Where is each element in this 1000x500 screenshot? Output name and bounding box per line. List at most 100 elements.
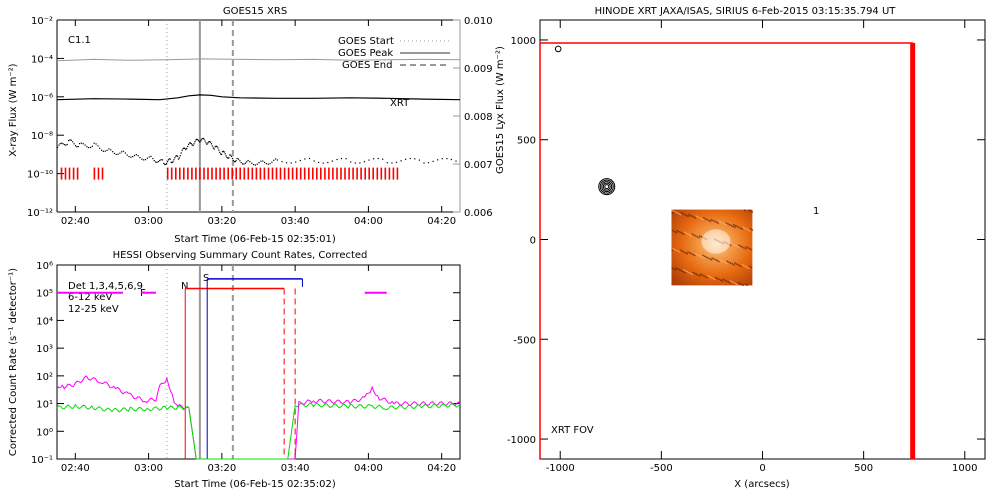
xrt-x-tick-label: -500 [650, 463, 673, 474]
goes-point [133, 154, 136, 157]
hessi-y-tick-label: 10⁶ [36, 261, 53, 272]
goes-point [198, 140, 200, 142]
goes-point [226, 156, 228, 159]
goes-point [185, 149, 187, 151]
goes-point [187, 145, 189, 148]
goes-point [180, 152, 182, 154]
goes-point [232, 159, 235, 162]
xrt-image-speckle [685, 214, 688, 217]
goes-point [201, 138, 203, 140]
goes-point [281, 161, 283, 163]
xrt-image-speckle [723, 223, 725, 225]
xrt-image-speckle [713, 258, 715, 260]
xrt-image-speckle [749, 247, 751, 250]
xrt-image-speckle [683, 251, 685, 253]
hessi-y-tick-label: 10¹ [36, 400, 53, 411]
xrt-image-speckle [701, 256, 703, 258]
xrt-image-speckle [750, 248, 753, 251]
xrt-bright-region [701, 229, 731, 254]
goes-eclipse-bar [211, 167, 213, 180]
xrt-image-speckle [705, 256, 708, 258]
xrt-image-speckle [740, 265, 743, 268]
goes-point [76, 146, 78, 148]
goes-point [172, 161, 174, 163]
xrt-image-speckle [693, 234, 695, 236]
goes-point [204, 140, 206, 142]
xrt-image-speckle [710, 276, 713, 279]
xrt-image-speckle [688, 271, 690, 274]
goes-point [212, 147, 214, 149]
goes-point [165, 163, 167, 166]
goes-point [235, 160, 237, 162]
xrt-image-speckle [686, 253, 688, 255]
xrt-image-speckle [718, 278, 720, 281]
goes-point [195, 139, 197, 141]
goes-point [68, 140, 70, 142]
goes-point [97, 145, 99, 147]
xrt-image-speckle [684, 231, 686, 234]
goes-point [273, 159, 275, 161]
xrt-image-speckle [710, 259, 713, 261]
goes-point [345, 158, 347, 160]
xrt-image-speckle [744, 209, 746, 212]
goes-eclipse-bar [388, 167, 391, 180]
xrt-image-speckle [689, 252, 691, 254]
goes-point [146, 157, 148, 159]
goes-point [167, 159, 169, 161]
goes-point [377, 157, 379, 160]
goes-point [207, 142, 209, 144]
xrt-image-speckle [721, 280, 723, 282]
goes-point [66, 143, 68, 146]
goes-point [304, 158, 306, 160]
goes-y-label: X-ray Flux (W m⁻²) [8, 63, 19, 156]
goes-point [57, 146, 59, 148]
xrt-image-speckle [745, 228, 748, 230]
goes-point [132, 156, 134, 158]
goes-y2-tick-label: 0.007 [464, 160, 493, 171]
xrt-image-speckle [679, 251, 681, 253]
goes-point [183, 147, 185, 149]
xrt-image-speckle [739, 245, 742, 247]
goes-point [72, 141, 74, 143]
goes-point [159, 159, 161, 162]
xrt-image-speckle [679, 249, 682, 252]
goes-point [253, 164, 255, 166]
goes-point [150, 155, 152, 157]
xrt-image-speckle [722, 278, 724, 281]
goes-point [161, 159, 164, 161]
xrt-image-speckle [737, 264, 739, 266]
xrt-image-speckle [735, 245, 738, 247]
xrt-image-speckle [689, 272, 692, 275]
xrt-image-speckle [704, 255, 706, 258]
xrt-image-speckle [691, 273, 693, 275]
goes-point [196, 138, 198, 140]
xrt-image-speckle [711, 257, 713, 259]
goes-point [178, 157, 180, 159]
xrt-image-speckle [677, 250, 679, 252]
xrt-image-speckle [728, 261, 730, 263]
goes-eclipse-bar [170, 167, 173, 180]
goes-point [251, 162, 253, 164]
hessi-y-tick-label: 10⁴ [36, 316, 53, 327]
goes-y2-tick-label: 0.008 [464, 112, 493, 123]
xrt-image-speckle [671, 209, 673, 212]
xrt-frame [539, 19, 986, 460]
goes-point [427, 162, 430, 164]
xrt-image-speckle [688, 213, 690, 216]
goes-eclipse-bar [235, 167, 237, 180]
goes-point [175, 155, 177, 157]
xrt-image-speckle [731, 281, 733, 283]
goes-point [79, 143, 81, 145]
xrt-image-speckle [726, 260, 728, 263]
hessi-y-tick-label: 10² [36, 372, 53, 383]
goes-eclipse-bar [223, 167, 225, 180]
goes-eclipse-bar [380, 167, 383, 180]
xrt-image-speckle [730, 224, 733, 227]
xrt-contour [599, 179, 614, 194]
goes-eclipse-bar [303, 167, 306, 180]
xrt-image-speckle [673, 210, 675, 212]
goes-y-tick-label: 10⁻¹² [27, 208, 53, 219]
xrt-image-speckle [729, 280, 732, 282]
xrt-panel: HINODE XRT JAXA/ISAS, SIRIUS 6-Feb-2015 … [507, 6, 986, 490]
goes-point [220, 153, 223, 155]
